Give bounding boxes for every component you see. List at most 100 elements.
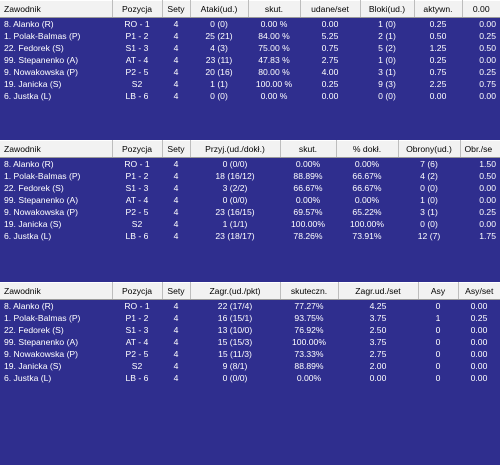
column-header-efficiency[interactable]: skut. xyxy=(248,0,301,18)
column-header-serves[interactable]: Zagr.(ud./pkt) xyxy=(190,282,281,300)
blocks-cell: 0 (0) xyxy=(378,91,396,101)
extra-cell: 0.50 xyxy=(479,43,496,53)
player-cell: 6. Justka (L) xyxy=(4,231,52,241)
efficiency-cell: 100.00 % xyxy=(255,79,293,89)
table-row[interactable]: 99. Stepanenko (A) AT - 4 4 23 (11) 47.83 % 2… xyxy=(0,54,500,66)
serves-cell: 0 (0/0) xyxy=(222,373,248,383)
table-row[interactable]: 19. Janicka (S) S2 4 1 (1/1) 100.00% 100.00% 0… xyxy=(0,218,500,230)
accuracy-cell: 66.67% xyxy=(352,183,382,193)
column-header-extra[interactable]: 0.00 xyxy=(462,0,500,18)
aces-per-set-cell: 0.00 xyxy=(470,349,488,359)
efficiency-cell: 88.89% xyxy=(293,171,323,181)
per-set-cell: 4.00 xyxy=(321,67,339,77)
sets-cell: 4 xyxy=(173,67,179,77)
column-header-receptions[interactable]: Przyj.(ud./dokł.) xyxy=(190,140,281,158)
column-header-successful-per-set[interactable]: udane/set xyxy=(300,0,361,18)
table-row[interactable]: 9. Nowakowska (P) P2 - 5 4 20 (16) 80.00 % 4.… xyxy=(0,66,500,78)
digs-cell: 7 (6) xyxy=(420,159,438,169)
digs-per-set-cell: 0.50 xyxy=(479,171,496,181)
table-row[interactable]: 22. Fedorek (S) S1 - 3 4 13 (10/0) 76.92% 2.5… xyxy=(0,324,500,336)
aces-per-set-cell: 0.00 xyxy=(470,325,488,335)
table-row[interactable]: 6. Justka (L) LB - 6 4 0 (0) 0.00 % 0.00 0 (0)… xyxy=(0,90,500,102)
table-row[interactable]: 19. Janicka (S) S2 4 9 (8/1) 88.89% 2.00 0 0.00 xyxy=(0,360,500,372)
table-row[interactable]: 1. Polak-Balmas (P) P1 - 2 4 25 (21) 84.00 %… xyxy=(0,30,500,42)
column-header-digs-per-set[interactable]: Obr./se xyxy=(460,140,500,158)
column-header-sets[interactable]: Sety xyxy=(162,140,191,158)
attacks-cell: 1 (1) xyxy=(210,79,228,89)
table-row[interactable]: 99. Stepanenko (A) AT - 4 4 15 (15/3) 100.00… xyxy=(0,336,500,348)
efficiency-cell: 78.26% xyxy=(293,231,323,241)
column-header-position[interactable]: Pozycja xyxy=(112,282,163,300)
column-header-sets[interactable]: Sety xyxy=(162,0,191,18)
serves-per-set-cell: 0.00 xyxy=(369,373,387,383)
accuracy-cell: 100.00% xyxy=(350,219,384,229)
column-header-position[interactable]: Pozycja xyxy=(112,140,163,158)
sets-cell: 4 xyxy=(173,171,179,181)
efficiency-cell: 80.00 % xyxy=(258,67,290,77)
serves-per-set-cell: 3.75 xyxy=(369,313,387,323)
efficiency-cell: 66.67% xyxy=(293,183,323,193)
column-header-player[interactable]: Zawodnik xyxy=(0,282,113,300)
table-row[interactable]: 22. Fedorek (S) S1 - 3 4 4 (3) 75.00 % 0.75 5 … xyxy=(0,42,500,54)
table-row[interactable]: 1. Polak-Balmas (P) P1 - 2 4 16 (15/1) 93.75… xyxy=(0,312,500,324)
player-cell: 1. Polak-Balmas (P) xyxy=(4,171,81,181)
column-header-activity[interactable]: aktywn. xyxy=(414,0,463,18)
column-header-accuracy[interactable]: % dokł. xyxy=(336,140,399,158)
table-row[interactable]: 8. Alanko (R) RO - 1 4 22 (17/4) 77.27% 4.25 0… xyxy=(0,300,500,313)
serves-cell: 16 (15/1) xyxy=(217,313,253,323)
table-row[interactable]: 9. Nowakowska (P) P2 - 5 4 23 (16/15) 69.57%… xyxy=(0,206,500,218)
table-row[interactable]: 9. Nowakowska (P) P2 - 5 4 15 (11/3) 73.33% 2… xyxy=(0,348,500,360)
table-row[interactable]: 19. Janicka (S) S2 4 1 (1) 100.00 % 0.25 9 (3)… xyxy=(0,78,500,90)
position-cell: RO - 1 xyxy=(124,19,150,29)
position-cell: AT - 4 xyxy=(125,195,149,205)
column-header-blocks[interactable]: Bloki(ud.) xyxy=(360,0,415,18)
table-row[interactable]: 6. Justka (L) LB - 6 4 0 (0/0) 0.00% 0.00 0 0.0… xyxy=(0,372,500,384)
column-header-player[interactable]: Zawodnik xyxy=(0,0,113,18)
digs-cell: 12 (7) xyxy=(417,231,441,241)
table-row[interactable]: 99. Stepanenko (A) AT - 4 4 0 (0/0) 0.00% 0.0… xyxy=(0,194,500,206)
player-cell: 1. Polak-Balmas (P) xyxy=(4,31,81,41)
aces-per-set-cell: 0.00 xyxy=(470,337,488,347)
column-header-digs[interactable]: Obrony(ud.) xyxy=(398,140,461,158)
position-cell: P1 - 2 xyxy=(125,171,149,181)
column-header-serves-per-set[interactable]: Zagr.ud./set xyxy=(338,282,419,300)
attack-header-row: Zawodnik Pozycja Sety Ataki(ud.) skut. u… xyxy=(0,0,500,18)
serves-cell: 13 (10/0) xyxy=(217,325,253,335)
attacks-cell: 20 (16) xyxy=(205,67,233,77)
serve-header-row: Zawodnik Pozycja Sety Zagr.(ud./pkt) sku… xyxy=(0,282,500,300)
column-header-attacks[interactable]: Ataki(ud.) xyxy=(190,0,249,18)
table-row[interactable]: 8. Alanko (R) RO - 1 4 0 (0) 0.00 % 0.00 1 (0)… xyxy=(0,18,500,31)
sets-cell: 4 xyxy=(173,373,179,383)
position-cell: AT - 4 xyxy=(125,55,149,65)
digs-cell: 1 (0) xyxy=(420,195,438,205)
table-row[interactable]: 6. Justka (L) LB - 6 4 23 (18/17) 78.26% 73.9… xyxy=(0,230,500,242)
receptions-cell: 18 (16/12) xyxy=(215,171,255,181)
accuracy-cell: 65.22% xyxy=(352,207,382,217)
receptions-cell: 1 (1/1) xyxy=(222,219,248,229)
serve-stats-panel: Zawodnik Pozycja Sety Zagr.(ud./pkt) sku… xyxy=(0,282,500,384)
reception-stats-table: Zawodnik Pozycja Sety Przyj.(ud./dokł.) … xyxy=(0,140,500,242)
attacks-cell: 0 (0) xyxy=(210,19,228,29)
player-cell: 8. Alanko (R) xyxy=(4,159,54,169)
attacks-cell: 25 (21) xyxy=(205,31,233,41)
column-header-position[interactable]: Pozycja xyxy=(112,0,163,18)
serves-per-set-cell: 2.50 xyxy=(369,325,387,335)
blocks-cell: 1 (0) xyxy=(378,19,396,29)
column-header-aces-per-set[interactable]: Asy/set xyxy=(458,282,500,300)
table-row[interactable]: 22. Fedorek (S) S1 - 3 4 3 (2/2) 66.67% 66.67… xyxy=(0,182,500,194)
position-cell: RO - 1 xyxy=(124,159,150,169)
serves-per-set-cell: 4.25 xyxy=(369,301,387,311)
column-header-player[interactable]: Zawodnik xyxy=(0,140,113,158)
table-row[interactable]: 1. Polak-Balmas (P) P1 - 2 4 18 (16/12) 88.8… xyxy=(0,170,500,182)
extra-cell: 0.00 xyxy=(479,19,496,29)
table-row[interactable]: 8. Alanko (R) RO - 1 4 0 (0/0) 0.00% 0.00% 7 (… xyxy=(0,158,500,171)
column-header-efficiency[interactable]: skuteczn. xyxy=(280,282,339,300)
position-cell: RO - 1 xyxy=(124,301,150,311)
efficiency-cell: 0.00 % xyxy=(260,19,288,29)
extra-cell: 0.00 xyxy=(479,55,496,65)
player-cell: 8. Alanko (R) xyxy=(4,19,54,29)
column-header-efficiency[interactable]: skut. xyxy=(280,140,337,158)
column-header-sets[interactable]: Sety xyxy=(162,282,191,300)
column-header-aces[interactable]: Asy xyxy=(418,282,459,300)
reception-header-row: Zawodnik Pozycja Sety Przyj.(ud./dokł.) … xyxy=(0,140,500,158)
